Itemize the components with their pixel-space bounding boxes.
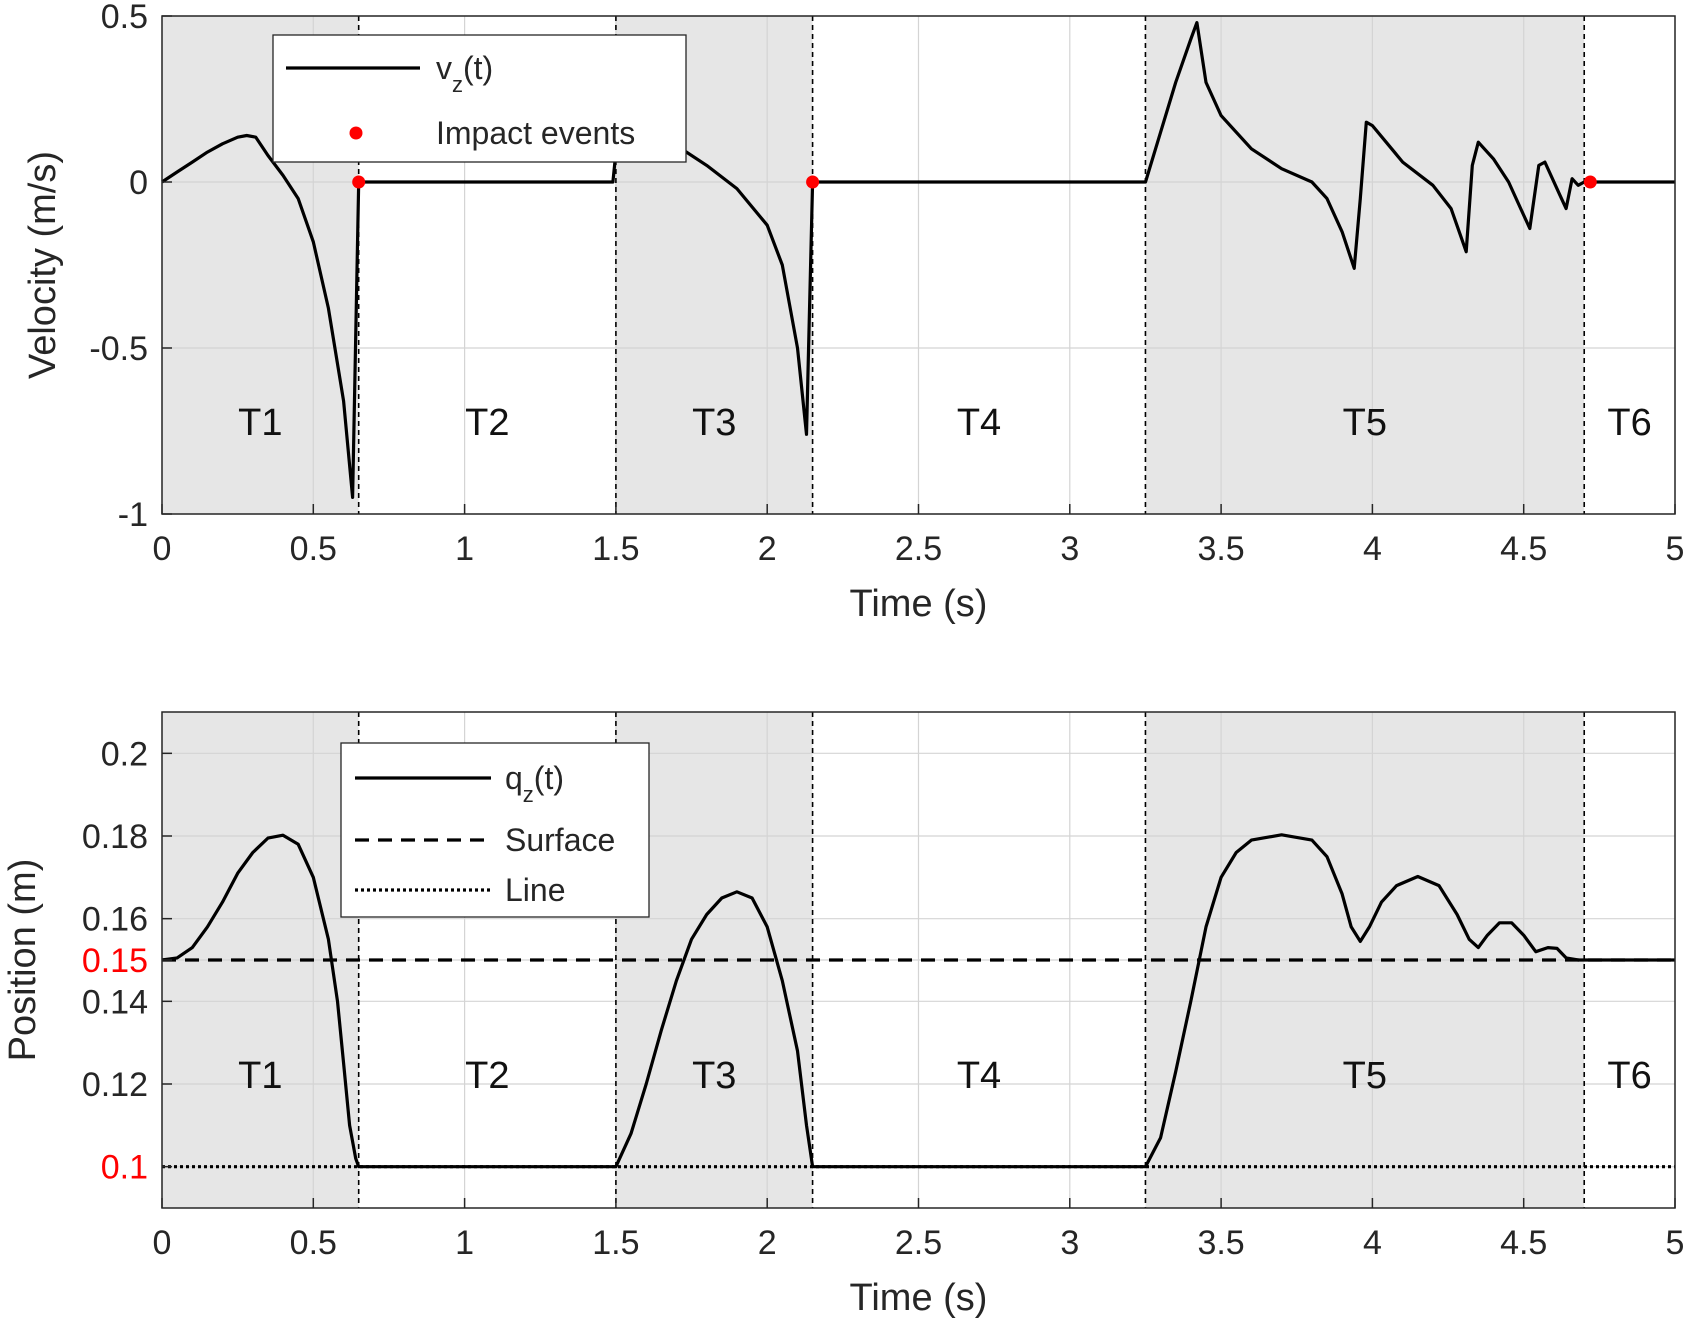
position-legend-label: Surface <box>505 822 615 858</box>
position-y-tick-label: 0.18 <box>82 818 148 856</box>
velocity-y-tick-label: -0.5 <box>89 330 148 368</box>
position-y-tick-label: 0.16 <box>82 901 148 939</box>
velocity-legend-label: Impact events <box>436 115 635 151</box>
velocity-impact-marker <box>352 175 366 189</box>
velocity-legend-label: vz(t) <box>436 50 493 97</box>
velocity-x-tick-label: 3 <box>1060 530 1079 568</box>
velocity-phase-label: T1 <box>238 402 282 444</box>
position-x-tick-label: 3.5 <box>1197 1224 1244 1262</box>
velocity-impact-marker <box>1583 175 1597 189</box>
position-x-tick-label: 1.5 <box>592 1224 639 1262</box>
position-y-tick-label: 0.1 <box>101 1149 148 1187</box>
position-x-tick-label: 4 <box>1363 1224 1382 1262</box>
velocity-legend-box <box>272 34 687 163</box>
velocity-x-tick-label: 0.5 <box>290 530 337 568</box>
velocity-phase-label: T3 <box>692 402 736 444</box>
position-x-tick-label: 3 <box>1060 1224 1079 1262</box>
velocity-impact-marker <box>806 175 820 189</box>
position-y-tick-label: 0.12 <box>82 1066 148 1104</box>
velocity-x-tick-label: 2 <box>758 530 777 568</box>
position-legend-box <box>340 742 650 918</box>
position-x-tick-label: 2 <box>758 1224 777 1262</box>
position-x-tick-label: 1 <box>455 1224 474 1262</box>
position-x-tick-label: 2.5 <box>895 1224 942 1262</box>
velocity-y-tick-label: 0 <box>129 164 148 202</box>
velocity-series-v-z-t- <box>161 21 1675 499</box>
position-phase-label: T3 <box>692 1055 736 1097</box>
velocity-y-tick-label: -1 <box>118 496 148 534</box>
position-y-axis-label: Position (m) <box>2 859 44 1062</box>
velocity-y-tick-label: 0.5 <box>101 0 148 36</box>
velocity-x-tick-label: 4.5 <box>1500 530 1547 568</box>
velocity-x-tick-label: 1.5 <box>592 530 639 568</box>
velocity-y-axis-label: Velocity (m/s) <box>22 151 64 379</box>
position-x-tick-label: 5 <box>1666 1224 1685 1262</box>
velocity-phase-label: T2 <box>465 402 509 444</box>
velocity-phase-label: T4 <box>957 402 1001 444</box>
position-phase-label: T5 <box>1343 1055 1387 1097</box>
position-y-tick-label: 0.2 <box>101 735 148 773</box>
position-y-tick-label: 0.15 <box>82 942 148 980</box>
position-phase-label: T6 <box>1607 1055 1651 1097</box>
position-y-tick-label: 0.14 <box>82 983 148 1021</box>
velocity-legend: vz(t) Impact events <box>272 34 687 163</box>
velocity-phase-label: T6 <box>1607 402 1651 444</box>
velocity-x-tick-label: 4 <box>1363 530 1382 568</box>
velocity-x-tick-label: 2.5 <box>895 530 942 568</box>
position-x-tick-label: 0 <box>153 1224 172 1262</box>
position-legend-label: qz(t) <box>505 760 564 807</box>
velocity-phase-shade-t5 <box>1145 16 1585 514</box>
velocity-x-tick-label: 1 <box>455 530 474 568</box>
position-chart: T1 T2 T3 T4 T5 T6 0 0.5 1 1.5 2 2.5 3 3.5 4 4.5 5 0.1 0.12… <box>2 711 1685 1319</box>
velocity-chart: T1 T2 T3 T4 T5 T6 0 0.5 1 1.5 2 2.5 3 3.5 4 4.5 5 -1 -0.5 0… <box>22 0 1684 625</box>
position-phase-label: T1 <box>238 1055 282 1097</box>
velocity-x-tick-label: 3.5 <box>1197 530 1244 568</box>
position-phase-label: T2 <box>465 1055 509 1097</box>
position-x-tick-label: 0.5 <box>290 1224 337 1262</box>
position-legend-label: Line <box>505 872 566 908</box>
velocity-phase-label: T5 <box>1343 402 1387 444</box>
velocity-x-tick-label: 0 <box>153 530 172 568</box>
position-x-axis-label: Time (s) <box>850 1277 988 1319</box>
velocity-legend-marker <box>349 126 363 140</box>
velocity-x-tick-label: 5 <box>1666 530 1685 568</box>
velocity-x-axis-label: Time (s) <box>850 583 988 625</box>
position-phase-label: T4 <box>957 1055 1001 1097</box>
position-x-tick-label: 4.5 <box>1500 1224 1547 1262</box>
position-legend: qz(t) Surface Line <box>340 742 650 918</box>
